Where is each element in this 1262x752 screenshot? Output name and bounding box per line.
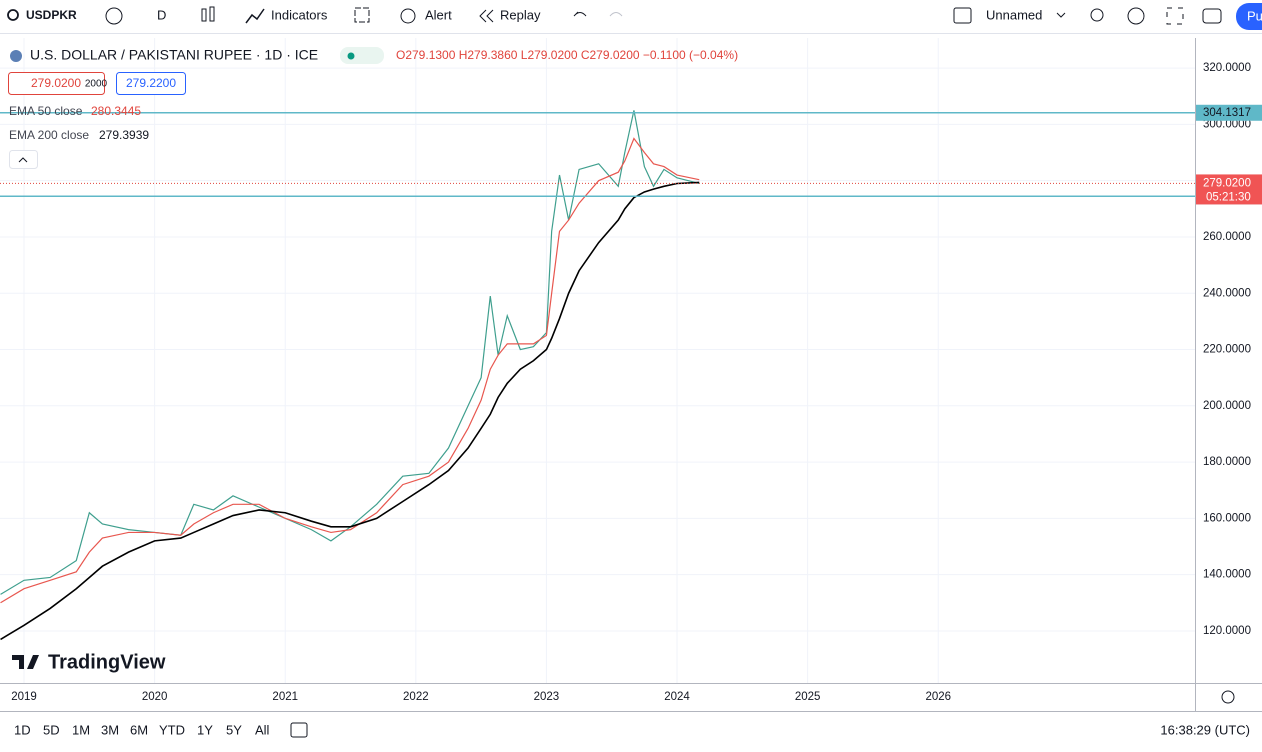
clock[interactable]: 16:38:29 (UTC) — [1160, 722, 1250, 737]
buy-price[interactable]: 279.2200 — [126, 76, 176, 90]
indicators[interactable]: Indicators — [271, 7, 328, 22]
y-tick-label: 160.0000 — [1203, 512, 1251, 524]
indicators-icon — [245, 8, 265, 24]
x-tick-label: 2020 — [142, 691, 168, 703]
range-button[interactable]: 1Y — [197, 722, 213, 737]
series-line — [0, 181, 700, 641]
last-price-bg — [1196, 174, 1262, 205]
hline-label: 304.1317 — [1203, 107, 1251, 119]
alert-icon — [400, 8, 416, 24]
range-button[interactable]: All — [255, 722, 270, 737]
alert[interactable]: Alert — [425, 7, 452, 22]
x-tick-label: 2022 — [403, 691, 429, 703]
range-button[interactable]: 1M — [72, 722, 90, 737]
replay-icon — [479, 9, 494, 23]
layout-menu[interactable] — [1056, 12, 1066, 18]
interval[interactable]: D — [157, 7, 166, 22]
axis-settings[interactable] — [1221, 690, 1235, 704]
x-tick-label: 2024 — [664, 691, 690, 703]
x-tick-label: 2026 — [925, 691, 951, 703]
y-tick-label: 120.0000 — [1203, 625, 1251, 637]
ohlc: O279.1300 H279.3860 L279.0200 C279.0200 … — [396, 48, 738, 62]
range-button[interactable]: YTD — [159, 722, 185, 737]
templates[interactable] — [354, 7, 370, 23]
series-line — [0, 137, 700, 604]
ema200-value: 279.3939 — [99, 128, 149, 142]
y-tick-label: 240.0000 — [1203, 287, 1251, 299]
layout-icon — [953, 7, 972, 24]
symbol-flag — [10, 50, 22, 62]
undo[interactable] — [573, 11, 587, 17]
x-tick-label: 2023 — [534, 691, 560, 703]
last-price: 279.0200 — [1203, 177, 1251, 189]
logo: TradingView — [48, 651, 166, 673]
y-tick-label: 260.0000 — [1203, 231, 1251, 243]
range-button[interactable]: 3M — [101, 722, 119, 737]
legend: U.S. DOLLAR / PAKISTANI RUPEE · 1D · ICE… — [8, 47, 738, 169]
range-button[interactable]: 6M — [130, 722, 148, 737]
goto-date[interactable] — [290, 722, 308, 738]
collapse-icon — [18, 157, 28, 163]
range-button[interactable]: 5D — [43, 722, 60, 737]
spread: 2000 — [85, 79, 108, 90]
status-dot — [347, 52, 355, 60]
settings[interactable] — [1127, 7, 1145, 25]
sell-box[interactable] — [8, 72, 105, 95]
y-tick-label: 300.0000 — [1203, 118, 1251, 130]
publish-button[interactable] — [1236, 3, 1262, 30]
x-tick-label: 2021 — [272, 691, 298, 703]
range-bar: 1D 5D 1M 3M 6M YTD 1Y 5Y All — [14, 722, 270, 737]
series-line — [0, 110, 700, 595]
add-symbol[interactable] — [105, 7, 123, 25]
search-icon[interactable] — [7, 9, 19, 21]
ema50-name: EMA 50 close — [9, 104, 83, 118]
layout-name[interactable]: Unnamed — [986, 7, 1042, 22]
replay[interactable]: Replay — [500, 7, 541, 22]
y-tick-label: 320.0000 — [1203, 62, 1251, 74]
sell-price[interactable]: 279.0200 — [31, 76, 81, 90]
y-tick-label: 220.0000 — [1203, 344, 1251, 356]
y-tick-label: 200.0000 — [1203, 400, 1251, 412]
redo[interactable] — [609, 12, 623, 17]
publish[interactable]: Pu — [1247, 8, 1262, 23]
legend-title: U.S. DOLLAR / PAKISTANI RUPEE · 1D · ICE — [30, 47, 318, 63]
plot-area — [0, 38, 1195, 683]
range-button[interactable]: 5Y — [226, 722, 242, 737]
snapshot[interactable] — [1202, 8, 1222, 24]
logo-mark — [12, 655, 39, 669]
hline-label-bg — [1196, 104, 1262, 121]
buy-box[interactable] — [116, 72, 186, 95]
symbol[interactable]: USDPKR — [26, 8, 77, 22]
ema200-name: EMA 200 close — [9, 128, 89, 142]
collapse-legend[interactable] — [9, 150, 38, 169]
chart-type[interactable] — [201, 8, 207, 22]
x-tick-label: 2019 — [11, 691, 37, 703]
ema50-value: 280.3445 — [91, 104, 141, 118]
quick-search[interactable] — [1090, 8, 1104, 22]
range-button[interactable]: 1D — [14, 722, 31, 737]
y-tick-label: 140.0000 — [1203, 569, 1251, 581]
x-tick-label: 2025 — [795, 691, 821, 703]
market-status — [340, 47, 384, 64]
y-tick-label: 180.0000 — [1203, 456, 1251, 468]
fullscreen[interactable] — [1166, 7, 1184, 25]
chart-type-2 — [209, 6, 215, 22]
toolbar — [0, 0, 1262, 33]
countdown: 05:21:30 — [1206, 191, 1251, 203]
